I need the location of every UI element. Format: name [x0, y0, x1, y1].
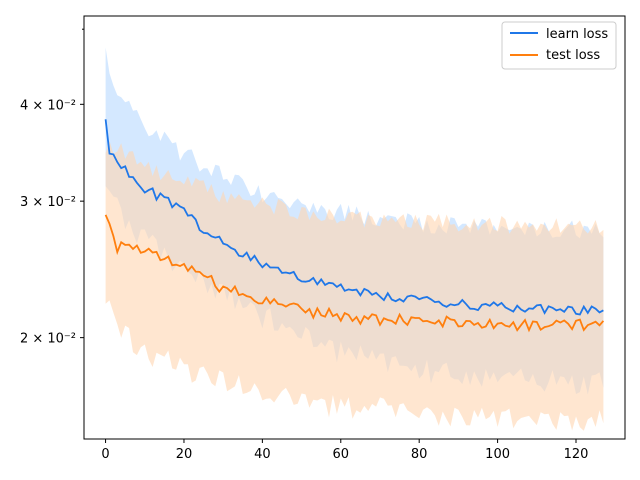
x-tick-label: 0 [101, 447, 109, 462]
legend-label-learn-loss: learn loss [546, 27, 608, 42]
y-axis: 2 × 10⁻² 3 × 10⁻² 4 × 10⁻² [20, 28, 84, 347]
legend-label-test-loss: test loss [546, 48, 600, 63]
x-tick-label: 60 [333, 447, 350, 462]
x-tick-label: 100 [485, 447, 510, 462]
series-lines [104, 119, 605, 333]
line-learn-loss [104, 119, 604, 316]
x-tick-label: 40 [254, 447, 271, 462]
y-tick-label: 2 × 10⁻² [20, 332, 76, 347]
y-tick-label: 4 × 10⁻² [20, 98, 76, 113]
x-tick-label: 120 [564, 447, 589, 462]
legend: learn loss test loss [501, 21, 617, 70]
x-tick-label: 80 [411, 447, 428, 462]
y-tick-label: 3 × 10⁻² [20, 195, 76, 210]
std-bands [105, 47, 604, 431]
band-test-loss [105, 141, 604, 431]
line-test-loss [104, 214, 605, 333]
x-axis: 0 20 40 60 80 100 120 [101, 439, 588, 462]
plot-frame [83, 15, 626, 440]
x-tick-label: 20 [176, 447, 193, 462]
